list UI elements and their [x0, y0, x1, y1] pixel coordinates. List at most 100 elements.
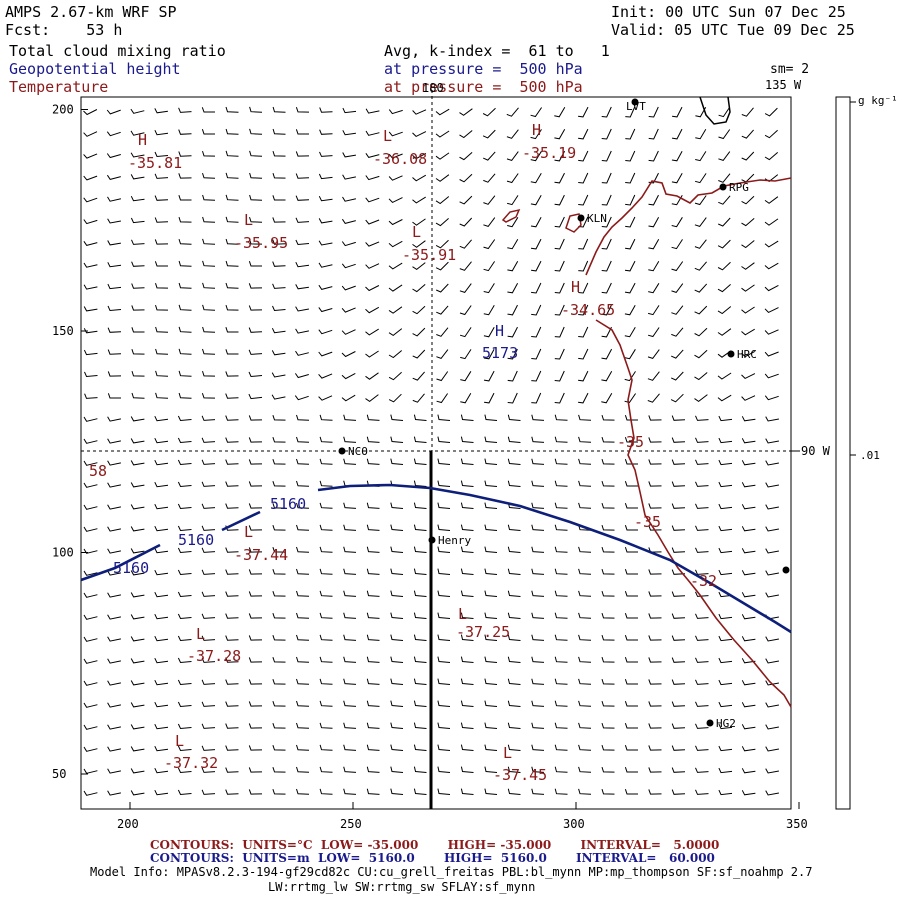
wind-barb — [506, 195, 519, 206]
wind-barb — [578, 678, 592, 685]
station-nco-marker — [338, 447, 346, 455]
wind-barb — [248, 723, 263, 729]
wind-barb — [201, 701, 216, 707]
wind-barb — [648, 415, 662, 421]
wind-barb — [130, 526, 145, 532]
wind-barb — [154, 151, 169, 158]
wind-barb — [695, 723, 709, 729]
wind-barb — [365, 328, 379, 336]
wind-barb — [601, 678, 615, 685]
wind-barb — [671, 635, 686, 641]
wind-barb — [507, 722, 521, 729]
wind-barb — [248, 327, 263, 333]
wind-barb — [694, 283, 708, 293]
wind-barb — [530, 151, 542, 162]
wind-barb — [413, 766, 427, 773]
wind-barb — [624, 371, 636, 382]
wind-barb — [319, 590, 333, 597]
wind-barb — [531, 370, 542, 382]
wind-barb — [435, 108, 450, 116]
wind-barb — [107, 702, 121, 708]
wind-barb — [578, 612, 592, 619]
wind-barb — [483, 195, 496, 205]
pressure-height: at pressure = 500 hPa — [384, 60, 583, 78]
wind-barb — [388, 306, 403, 314]
wind-barb — [107, 790, 121, 796]
wind-barb — [672, 106, 683, 118]
wind-barb — [764, 152, 779, 161]
wind-barb — [554, 172, 565, 184]
wind-barb — [225, 701, 239, 707]
temperature-value: -35.19 — [522, 144, 576, 162]
wind-barb — [341, 307, 356, 313]
station-hg2-label: HG2 — [716, 717, 736, 730]
wind-barb — [318, 351, 333, 357]
wind-barb — [531, 722, 545, 729]
wind-barb — [107, 680, 121, 686]
wind-barb — [435, 174, 450, 182]
wind-barb — [578, 370, 589, 382]
wind-barb — [671, 591, 686, 597]
wind-barb — [695, 481, 709, 487]
wind-barb — [624, 591, 638, 597]
wind-barb — [178, 238, 192, 245]
wind-barb — [365, 263, 380, 269]
wind-barb — [225, 503, 239, 509]
wind-barb — [601, 414, 615, 421]
wind-barb — [483, 239, 496, 250]
wind-barb — [601, 568, 615, 575]
wind-barb — [366, 678, 380, 685]
wind-barb — [741, 724, 756, 730]
height-contour-label: 5160 — [113, 559, 149, 577]
wind-barb — [484, 458, 498, 465]
wind-barb — [578, 348, 589, 360]
wind-barb — [531, 524, 545, 531]
wind-barb — [459, 173, 473, 183]
wind-barb — [671, 767, 686, 773]
wind-barb — [390, 678, 404, 685]
wind-barb — [764, 196, 779, 204]
wind-barb — [554, 788, 568, 795]
stations: LVT RPG KLN HRC NCO Henry HG2 — [338, 98, 790, 730]
wind-barb — [341, 241, 356, 247]
wind-barb — [694, 394, 708, 403]
wind-barb — [507, 436, 521, 443]
wind-barb — [578, 282, 589, 294]
wind-barb — [624, 525, 638, 531]
wind-barb — [718, 723, 733, 730]
wind-barb — [695, 679, 709, 685]
y-tick-label: 200 — [52, 103, 74, 117]
wind-barb — [154, 503, 169, 510]
wind-barb — [366, 788, 380, 795]
wind-barb — [83, 438, 98, 444]
wind-barb — [625, 216, 636, 228]
wind-barb — [718, 591, 733, 598]
wind-barb — [647, 371, 660, 381]
wind-barb — [718, 569, 733, 576]
wind-barb — [625, 172, 636, 184]
wind-barb — [177, 657, 192, 664]
wind-barb — [390, 546, 404, 553]
wind-barb — [507, 634, 521, 641]
wind-barb — [507, 546, 521, 553]
wind-barb — [295, 239, 310, 246]
wind-barb — [554, 656, 568, 663]
wind-barb — [695, 789, 709, 795]
footer-model-info: Model Info: MPASv8.2.3-194-gf29cd82c CU:… — [90, 865, 813, 879]
wind-barb — [671, 415, 686, 421]
wind-barb — [601, 766, 615, 773]
wind-barb — [107, 768, 121, 774]
wind-barb — [318, 240, 333, 246]
wind-barb — [295, 261, 310, 268]
wind-barb — [459, 195, 473, 205]
wind-barb — [295, 173, 310, 179]
wind-barb — [131, 239, 145, 245]
wind-barb — [107, 636, 121, 642]
wind-barb — [366, 414, 380, 421]
wind-barb — [365, 306, 380, 314]
wind-barb — [177, 481, 192, 488]
wind-barb — [601, 326, 612, 338]
wind-barb — [507, 678, 521, 685]
wind-barb — [484, 766, 498, 773]
wind-barb — [319, 678, 333, 685]
